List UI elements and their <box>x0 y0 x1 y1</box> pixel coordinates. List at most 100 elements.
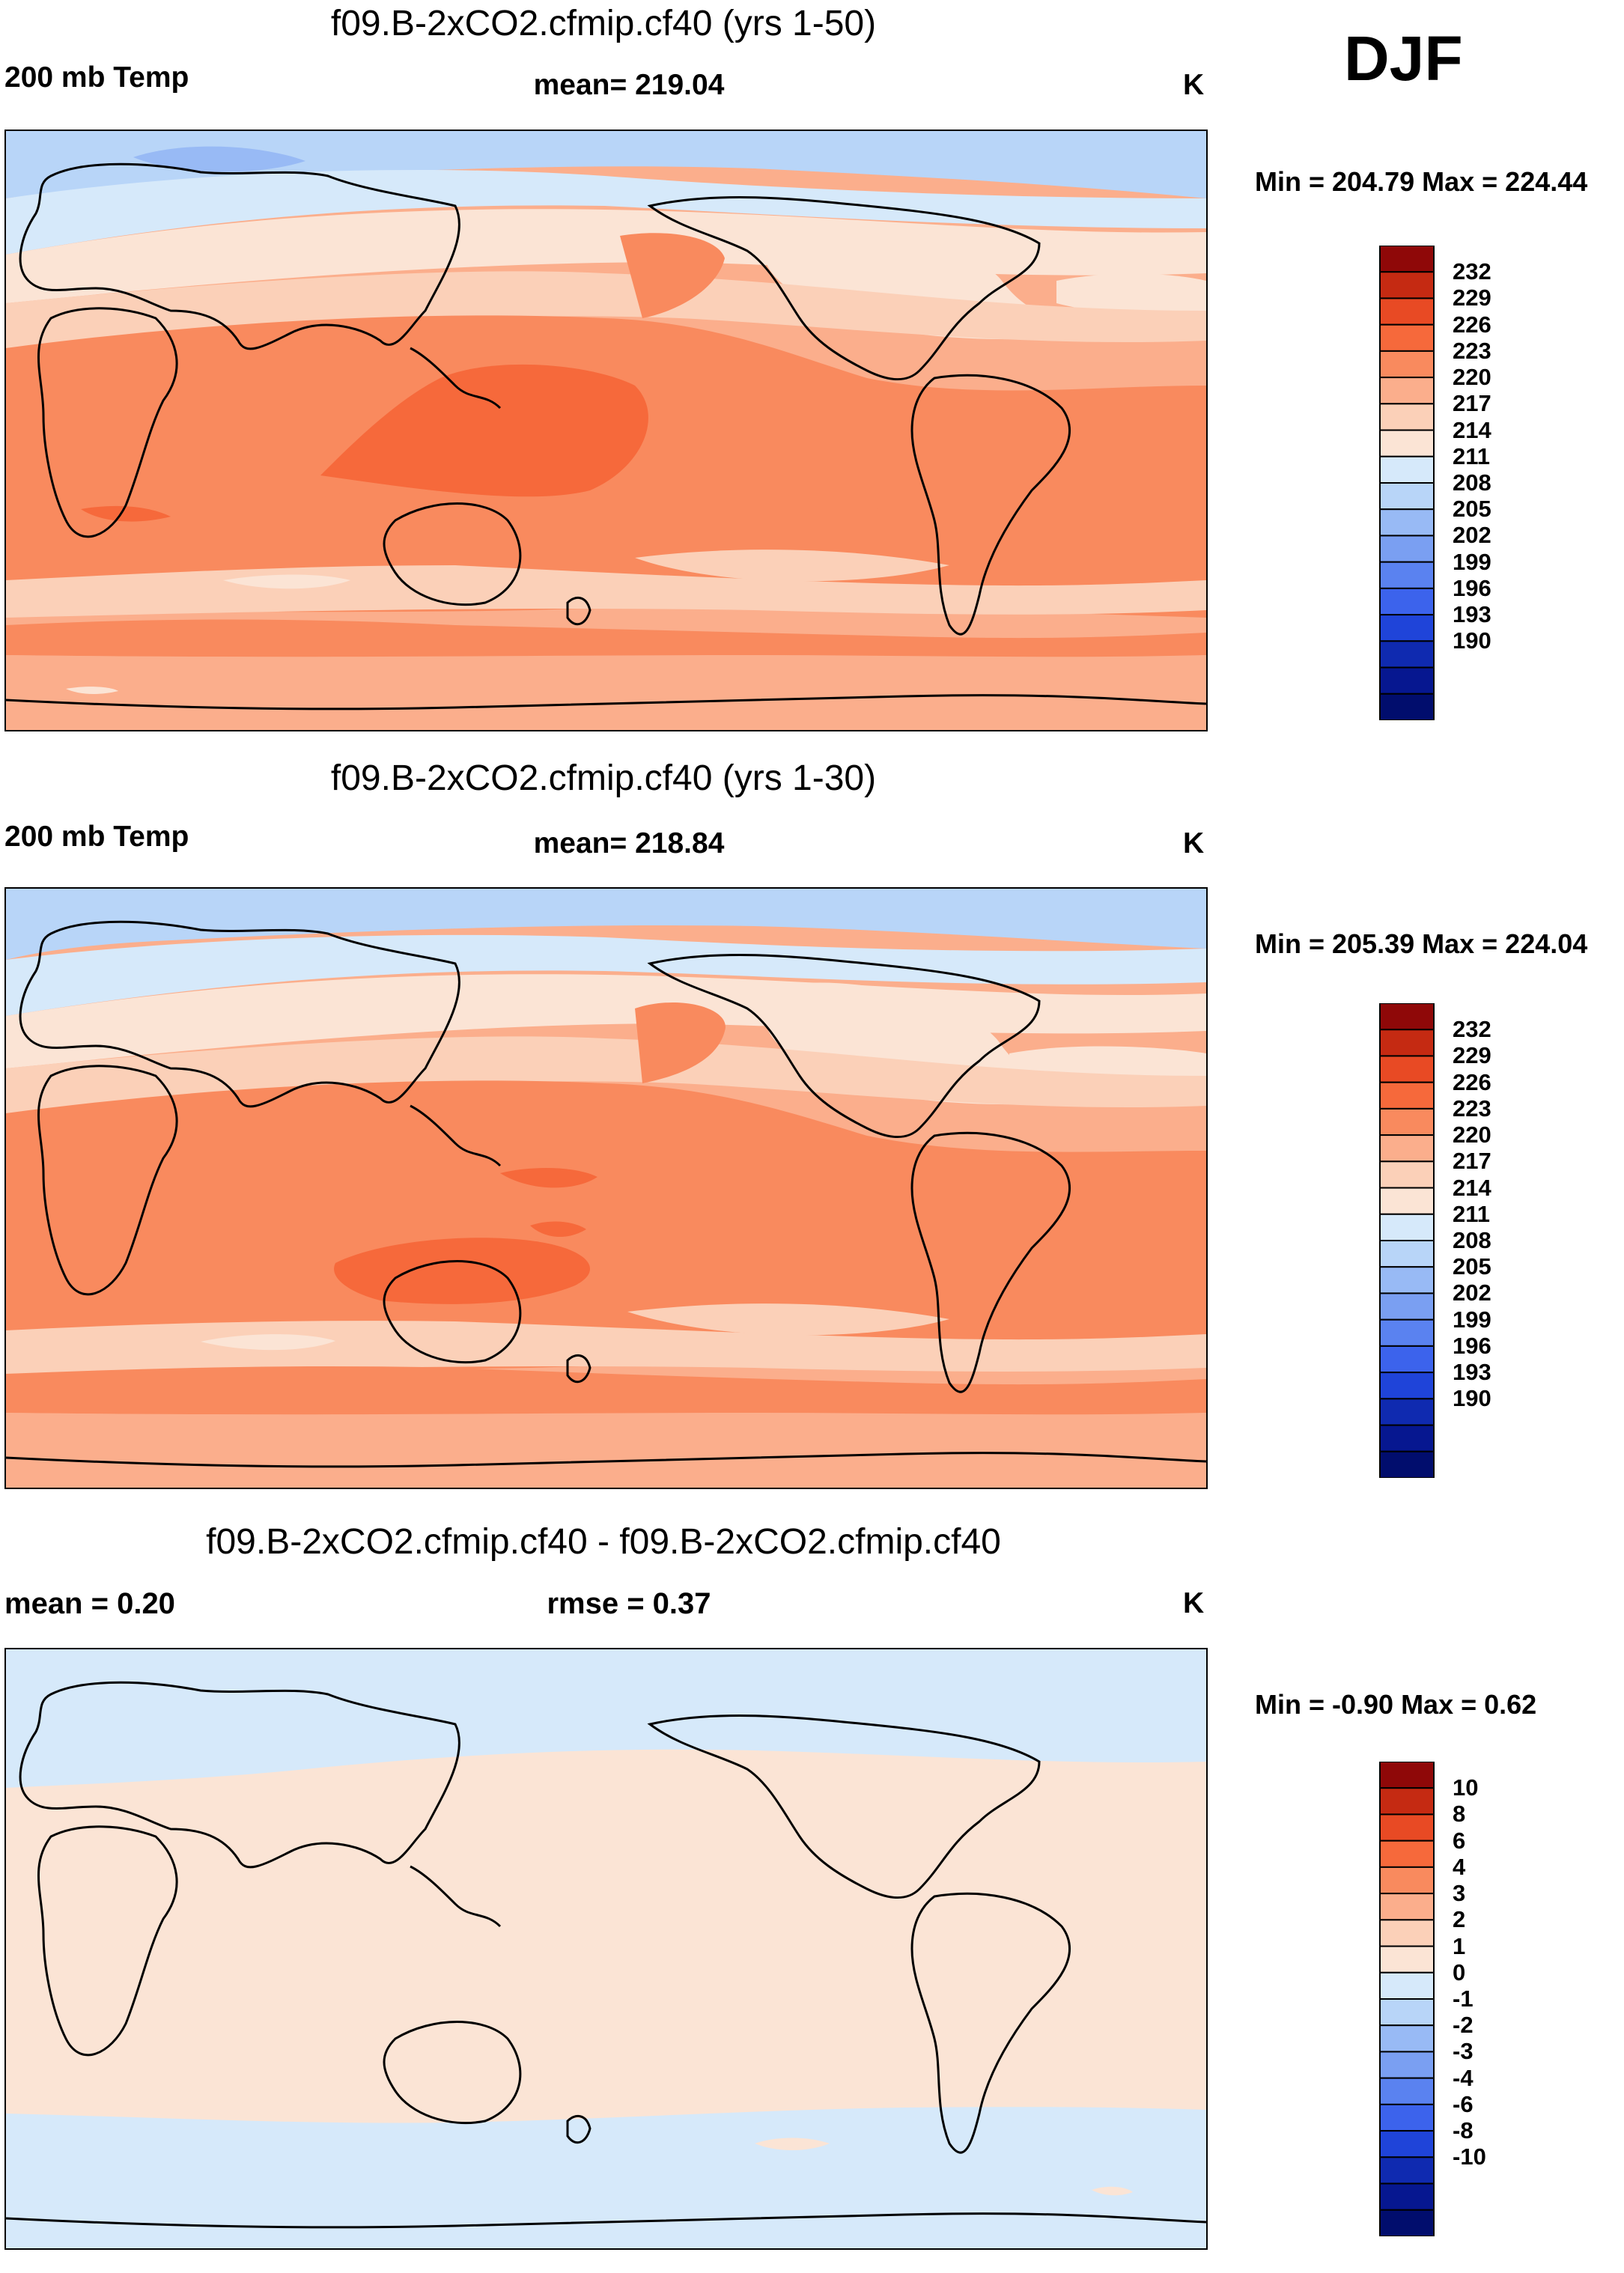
legend-tick-label: 205 <box>1453 1253 1491 1280</box>
legend-tick-label: 199 <box>1453 548 1491 575</box>
legend-swatch <box>1379 1345 1435 1374</box>
legend-swatch <box>1379 429 1435 457</box>
legend-swatch <box>1379 455 1435 484</box>
contour-fills <box>6 1649 1206 2248</box>
difference-map-svg <box>6 1649 1206 2248</box>
temperature-map-svg <box>6 889 1206 1488</box>
north-america-outline <box>647 953 1041 1139</box>
min-max-label: Min = 204.79 Max = 224.44 <box>1255 166 1588 197</box>
panel-title: f09.B-2xCO2.cfmip.cf40 (yrs 1-50) <box>330 4 877 43</box>
new-zealand-outline <box>566 1354 591 1384</box>
legend-swatch <box>1379 1318 1435 1347</box>
color-legend <box>1379 1762 1435 2236</box>
legend-swatch <box>1379 1160 1435 1189</box>
eurasia-outline <box>19 162 460 350</box>
australia-outline <box>383 2021 522 2125</box>
contour-fill-217-220-polar <box>6 1413 1206 1488</box>
contour-fill-211-214-south <box>223 574 350 589</box>
legend-tick-label: -4 <box>1453 2064 1474 2091</box>
legend-tick-label: 193 <box>1453 601 1491 628</box>
contour-fill-217-220-polar <box>6 655 1206 730</box>
min-max-label: Min = 205.39 Max = 224.04 <box>1255 928 1588 959</box>
legend-tick-label: -8 <box>1453 2117 1474 2144</box>
legend-tick-label: 3 <box>1453 1880 1466 1907</box>
contour-fills <box>6 889 1206 1488</box>
legend-tick-label: 214 <box>1453 416 1491 443</box>
legend-tick-label: 6 <box>1453 1827 1466 1854</box>
panel-title: f09.B-2xCO2.cfmip.cf40 - f09.B-2xCO2.cfm… <box>206 1522 1001 1562</box>
contour-fill-205-208 <box>6 131 1206 198</box>
contour-fill-211-214-polar <box>66 687 118 694</box>
legend-swatch <box>1379 482 1435 511</box>
south-america-outline <box>910 1892 1071 2154</box>
contour-fill-202-205 <box>133 146 305 172</box>
legend-swatch <box>1379 1813 1435 1842</box>
legend-swatch <box>1379 1187 1435 1215</box>
australia-outline <box>383 1260 522 1364</box>
legend-swatch <box>1379 1372 1435 1400</box>
legend-swatch <box>1379 2209 1435 2236</box>
legend-swatch <box>1379 2182 1435 2211</box>
legend-swatch <box>1379 1292 1435 1321</box>
color-legend-svg <box>1379 1762 1435 2236</box>
legend-tick-label: -2 <box>1453 2012 1474 2039</box>
legend-swatch <box>1379 2051 1435 2079</box>
legend-tick-label: 193 <box>1453 1359 1491 1386</box>
panel-yrs-1-50: f09.B-2xCO2.cfmip.cf40 (yrs 1-50) 200 mb… <box>0 0 1624 758</box>
color-legend-svg <box>1379 246 1435 720</box>
contour-fill-neg1-0-north <box>6 1649 1206 1788</box>
south-america-outline <box>910 1131 1071 1393</box>
legend-swatch <box>1379 587 1435 616</box>
contour-fill-0-1-south <box>755 2137 830 2150</box>
legend-swatch <box>1379 1029 1435 1057</box>
legend-tick-label: 190 <box>1453 627 1491 654</box>
contour-fill-211-214-south <box>201 1334 335 1351</box>
contour-fill-223-226-c <box>530 1221 586 1238</box>
temperature-map <box>4 130 1208 731</box>
legend-swatch <box>1379 1240 1435 1268</box>
legend-tick-label: 214 <box>1453 1174 1491 1201</box>
units-label: K <box>1183 827 1205 859</box>
legend-swatch <box>1379 614 1435 642</box>
legend-tick-label: 202 <box>1453 1279 1491 1306</box>
maritime-continent-outline <box>410 1104 502 1167</box>
legend-swatch <box>1379 246 1435 273</box>
season-label: DJF <box>1344 23 1463 94</box>
legend-tick-label: -3 <box>1453 2038 1474 2065</box>
coastlines <box>6 1681 1206 2229</box>
mean-label: mean = 0.20 <box>4 1587 175 1620</box>
south-america-outline <box>910 374 1071 636</box>
legend-swatch <box>1379 2130 1435 2158</box>
legend-tick-label: 202 <box>1453 522 1491 549</box>
contour-fill-neg1-0-south <box>6 2107 1206 2248</box>
contour-fill-223-226 <box>320 364 648 497</box>
legend-swatch <box>1379 535 1435 563</box>
contour-fill-223-226-a <box>500 1168 597 1188</box>
legend-tick-label: -6 <box>1453 2090 1474 2117</box>
units-label: K <box>1183 1587 1205 1619</box>
legend-swatch <box>1379 403 1435 431</box>
africa-outline <box>37 1825 178 2057</box>
legend-swatch <box>1379 1893 1435 1921</box>
contour-fill-214-217-south <box>6 1321 1206 1374</box>
contour-fill-220-223-band <box>320 475 1206 567</box>
legend-tick-label: 211 <box>1453 442 1491 469</box>
contour-fill-220-223-np <box>620 233 725 318</box>
legend-swatch <box>1379 1213 1435 1241</box>
contour-fill-208-211 <box>6 169 1206 255</box>
legend-swatch <box>1379 2156 1435 2185</box>
legend-tick-label: 199 <box>1453 1306 1491 1333</box>
legend-tick-label: 220 <box>1453 364 1491 391</box>
legend-tick-label: 2 <box>1453 1906 1466 1933</box>
legend-tick-label: 211 <box>1453 1200 1491 1227</box>
legend-tick-label: 232 <box>1453 258 1491 285</box>
legend-swatch <box>1379 1945 1435 1974</box>
legend-tick-label: 226 <box>1453 1068 1491 1095</box>
legend-tick-label: 229 <box>1453 284 1491 311</box>
legend-tick-label: 190 <box>1453 1385 1491 1412</box>
contour-fill-214-217-sp <box>627 1303 949 1336</box>
units-label: K <box>1183 69 1205 101</box>
africa-outline <box>37 1065 178 1296</box>
north-america-outline <box>647 1714 1041 1899</box>
legend-swatch <box>1379 1107 1435 1136</box>
